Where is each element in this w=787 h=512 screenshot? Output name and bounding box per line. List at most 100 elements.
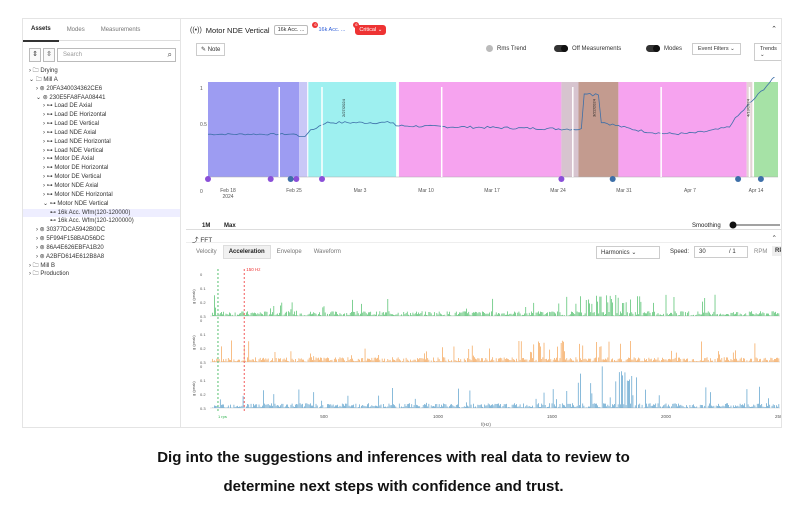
main-panel: ((•)) Motor NDE Vertical 16k Acc. ... 6 … — [186, 19, 782, 428]
alert-badge-2: 6 — [353, 22, 360, 28]
trends-select[interactable]: Trends ⌄ — [754, 43, 781, 61]
tree-item[interactable]: › ⊶ Motor NDE Axial — [43, 182, 99, 189]
unit-rps[interactable]: RPS — [772, 246, 781, 256]
tree-item[interactable]: ⊷ 16k Acc. Wfm(120-1200000) — [50, 218, 134, 225]
off-label: Off Measurements — [572, 45, 622, 52]
event-filters-select[interactable]: Event Filters ⌄ — [692, 43, 741, 55]
spectrum-series — [211, 366, 780, 408]
tree-item[interactable]: › ⊶ Load NDE Axial — [43, 129, 97, 136]
tree-item[interactable]: › ⊶ Load DE Axial — [43, 103, 93, 110]
modes-toggle[interactable]: Modes — [646, 45, 682, 52]
collapse-all-button[interactable]: ⇳ — [43, 48, 55, 62]
y-tick-label: 0.1 — [200, 332, 206, 337]
range-button: Max — [224, 223, 236, 229]
tree-item[interactable]: › 🗀 Production — [29, 271, 70, 278]
alert-badge-1: 6 — [312, 22, 319, 28]
tree-item[interactable]: › ⊶ Load NDE Vertical — [43, 147, 104, 154]
x-tick-label: Feb 25 — [286, 188, 302, 194]
tab-waveform[interactable]: Waveform — [313, 249, 341, 255]
x-tick-label: Feb 18 — [220, 188, 236, 194]
tree-item[interactable]: › 🗀 Mill B — [29, 262, 55, 269]
search-input[interactable]: Search ⌕ — [57, 48, 176, 62]
speed-ratio: / 1 — [729, 249, 736, 255]
harmonics-select[interactable]: Harmonics ⌄ — [596, 246, 660, 259]
spectrum-series — [211, 294, 780, 316]
y-tick-label: 0.1 — [200, 286, 206, 291]
y-axis-label: g (peak) — [191, 381, 196, 396]
tree-item[interactable]: › ⊶ Motor DE Horizontal — [43, 165, 109, 172]
collapse-icon[interactable]: ⌃ — [771, 26, 777, 33]
expand-all-button[interactable]: ⇕ — [29, 48, 41, 62]
event-marker-icon — [319, 176, 325, 182]
mode-band — [208, 82, 300, 177]
smoothing-label: Smoothing — [692, 223, 721, 229]
tree-item[interactable]: › ⊚ 86A4E626EBFA1B20 — [36, 244, 104, 251]
fft-chart[interactable]: g (peak) 0.3 0.2 0.1 0 g (peak) 0.3 0.2 0.1 0 g (p… — [186, 261, 782, 428]
app-window: Assets Modes Measurements ⇕ ⇳ Search ⌕ › … — [22, 18, 782, 428]
tab-acceleration[interactable]: Acceleration — [222, 245, 271, 259]
y-tick-label: 0.2 — [200, 392, 206, 397]
tab-modes[interactable]: Modes — [66, 26, 85, 33]
tree-item[interactable]: › 🗀 Drying — [29, 68, 58, 74]
mode-band — [398, 82, 562, 177]
mode-band — [561, 82, 579, 177]
fft-collapse-icon[interactable]: ⌃ — [771, 235, 777, 242]
tree-item[interactable]: › ⊚ 20FA340034362CE6 — [36, 85, 103, 92]
y-axis-label: g (peak) — [191, 335, 196, 350]
switch-icon — [646, 45, 660, 52]
event-marker-icon — [293, 176, 300, 182]
note-icon: ✎ — [201, 47, 208, 53]
waveform-select-2[interactable]: 16k Acc. ... — [314, 25, 350, 35]
event-marker-icon — [757, 176, 764, 182]
tree-item[interactable]: › ⊚ A2BFD614E612B8A8 — [36, 253, 105, 260]
tab-velocity[interactable]: Velocity — [196, 249, 217, 255]
tree-item[interactable]: ⊷ 16k Acc. Wfm(120-120000) — [23, 208, 180, 218]
event-marker-icon — [558, 176, 565, 182]
tree-item[interactable]: › ⊶ Motor DE Vertical — [43, 174, 102, 181]
mode-band — [299, 82, 308, 177]
status-critical-button[interactable]: Critical ⌄ — [355, 25, 387, 35]
smoothing-handle — [729, 221, 737, 229]
chart-controls: ✎ Note Rms Trend Off Measurements Modes … — [186, 41, 781, 61]
tree-item[interactable]: ⌄ ⊶ Motor NDE Vertical — [43, 200, 109, 207]
speed-input[interactable]: 30 / 1 — [694, 246, 748, 258]
waveform-select-1[interactable]: 16k Acc. ... — [273, 25, 309, 35]
tree-item[interactable]: › ⊶ Motor DE Axial — [43, 156, 95, 163]
y-tick-label: 0.1 — [200, 378, 206, 383]
x-tick-label: Mar 31 — [616, 188, 632, 194]
event-marker-icon — [267, 176, 274, 182]
y-tick-label: 0.5 — [200, 122, 207, 128]
x-tick-label: 1000 — [433, 414, 444, 419]
tab-envelope[interactable]: Envelope — [276, 249, 302, 255]
tree-item[interactable]: › ⊶ Load DE Horizontal — [43, 112, 107, 119]
tree-item[interactable]: ⌄ 🗀 Mill A — [29, 76, 58, 83]
event-annotation: 4/13/2024 — [746, 98, 751, 117]
rms-label: Rms Trend — [497, 45, 527, 52]
unit-rpm[interactable]: RPM — [754, 249, 768, 255]
y-tick-label: 0 — [200, 272, 203, 277]
search-icon[interactable]: ⌕ — [167, 50, 172, 59]
tab-assets[interactable]: Assets — [23, 19, 59, 42]
caption-line-2: determine next steps with confidence and… — [223, 478, 564, 495]
off-measurements-toggle[interactable]: Off Measurements — [554, 45, 621, 52]
x-tick-label: 1500 — [547, 414, 558, 419]
tree-item[interactable]: › ⊶ Motor NDE Horizontal — [43, 191, 113, 198]
tree-item[interactable]: › ⊶ Load DE Vertical — [43, 121, 100, 128]
tree-item[interactable]: › ⊚ 30377DCA5942B0DC — [36, 227, 106, 234]
x-tick-label: 2024 — [222, 194, 233, 200]
trend-line — [207, 77, 776, 137]
x-axis-label: f(Hz) — [481, 422, 491, 427]
tab-measurements[interactable]: Measurements — [100, 26, 141, 33]
note-button[interactable]: ✎ Note — [196, 43, 226, 56]
mode-band — [754, 82, 778, 177]
y-tick-label: 0.3 — [200, 360, 206, 365]
y-tick-label: 0.2 — [200, 346, 206, 351]
tree-item[interactable]: ⌄ ⊚ 230E5FA8FAA08441 — [36, 94, 106, 101]
mode-band — [308, 82, 397, 177]
asset-tree: › 🗀 Drying ⌄ 🗀 Mill A › ⊚ 20FA340034362CE6… — [23, 67, 180, 279]
tree-item[interactable]: › ⊶ Load NDE Horizontal — [43, 138, 111, 145]
rms-trend-toggle[interactable]: Rms Trend — [486, 45, 526, 52]
tree-item[interactable]: › ⊚ 5F994F158BAD56DC — [36, 236, 105, 243]
x-tick-label: Apr 14 — [749, 188, 764, 194]
